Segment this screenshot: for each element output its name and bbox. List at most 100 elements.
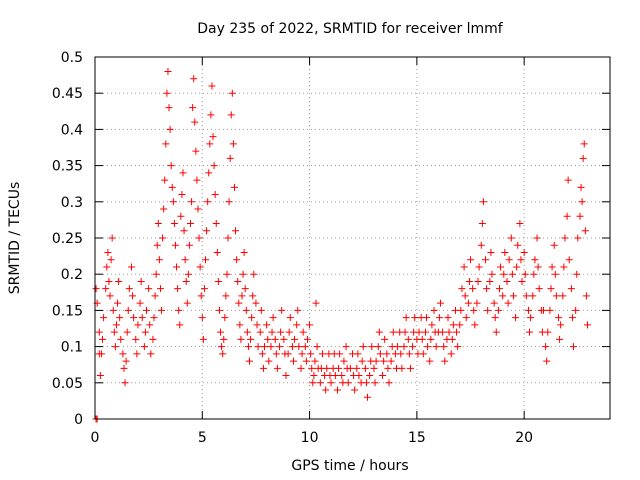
data-point bbox=[134, 321, 142, 329]
data-point bbox=[530, 270, 538, 278]
data-point bbox=[444, 314, 452, 322]
data-point bbox=[372, 357, 380, 365]
data-point bbox=[531, 256, 539, 264]
data-point bbox=[200, 285, 208, 293]
data-point bbox=[175, 306, 183, 314]
data-point bbox=[381, 335, 389, 343]
data-point bbox=[116, 314, 124, 322]
data-point bbox=[533, 234, 541, 242]
data-point bbox=[100, 314, 108, 322]
data-point bbox=[342, 343, 350, 351]
data-point bbox=[230, 183, 238, 191]
data-point bbox=[132, 335, 140, 343]
data-point bbox=[507, 234, 515, 242]
x-axis-label: GPS time / hours bbox=[291, 458, 408, 474]
data-point bbox=[441, 357, 449, 365]
data-point bbox=[236, 321, 244, 329]
data-point bbox=[111, 343, 119, 351]
data-point bbox=[130, 314, 138, 322]
data-point bbox=[445, 328, 453, 336]
data-point bbox=[242, 306, 250, 314]
data-point bbox=[285, 328, 293, 336]
data-point bbox=[240, 248, 248, 256]
data-point bbox=[561, 234, 569, 242]
data-point bbox=[387, 357, 395, 365]
data-point bbox=[104, 248, 112, 256]
data-point bbox=[344, 379, 352, 387]
data-point bbox=[534, 263, 542, 271]
data-point bbox=[559, 292, 567, 300]
data-point bbox=[234, 277, 242, 285]
data-point bbox=[492, 328, 500, 336]
data-point bbox=[153, 241, 161, 249]
data-point bbox=[516, 220, 524, 228]
data-point bbox=[302, 357, 310, 365]
data-point bbox=[178, 191, 186, 199]
data-point bbox=[499, 292, 507, 300]
data-point bbox=[312, 299, 320, 307]
data-point bbox=[249, 292, 257, 300]
data-point bbox=[524, 306, 532, 314]
data-point bbox=[295, 343, 303, 351]
data-point bbox=[259, 364, 267, 372]
data-point bbox=[306, 321, 314, 329]
y-axis-label: SRMTID / TECUs bbox=[7, 182, 23, 295]
data-point bbox=[256, 328, 264, 336]
data-point bbox=[257, 306, 265, 314]
data-point bbox=[103, 263, 111, 271]
data-point bbox=[564, 176, 572, 184]
y-tick-label: 0.5 bbox=[61, 50, 83, 66]
data-point bbox=[198, 314, 206, 322]
data-point bbox=[460, 263, 468, 271]
data-point bbox=[227, 111, 235, 119]
data-point bbox=[114, 299, 122, 307]
data-point bbox=[263, 321, 271, 329]
data-point bbox=[137, 277, 145, 285]
data-point bbox=[374, 343, 382, 351]
data-point bbox=[294, 306, 302, 314]
data-point bbox=[384, 364, 392, 372]
data-point bbox=[235, 299, 243, 307]
data-point bbox=[221, 314, 229, 322]
data-point bbox=[477, 241, 485, 249]
data-point bbox=[177, 212, 185, 220]
data-point bbox=[535, 285, 543, 293]
data-point bbox=[411, 314, 419, 322]
data-point bbox=[229, 140, 237, 148]
data-point bbox=[527, 314, 535, 322]
data-point bbox=[572, 306, 580, 314]
data-point bbox=[119, 350, 127, 358]
data-point bbox=[123, 328, 131, 336]
data-point bbox=[359, 343, 367, 351]
data-point bbox=[217, 328, 225, 336]
data-point bbox=[563, 212, 571, 220]
data-point bbox=[512, 314, 520, 322]
data-point bbox=[238, 292, 246, 300]
data-point bbox=[165, 104, 173, 112]
data-point bbox=[327, 379, 335, 387]
data-point bbox=[155, 256, 163, 264]
data-point bbox=[415, 328, 423, 336]
x-tick-label: 5 bbox=[198, 430, 207, 446]
data-point bbox=[398, 364, 406, 372]
data-point bbox=[456, 321, 464, 329]
data-point bbox=[254, 343, 262, 351]
data-point bbox=[223, 270, 231, 278]
data-point bbox=[163, 89, 171, 97]
data-point bbox=[218, 343, 226, 351]
data-point bbox=[149, 335, 157, 343]
data-point bbox=[226, 154, 234, 162]
data-point bbox=[488, 270, 496, 278]
data-point bbox=[162, 140, 170, 148]
data-point bbox=[447, 350, 455, 358]
data-point bbox=[500, 270, 508, 278]
data-point bbox=[570, 343, 578, 351]
data-point bbox=[501, 248, 509, 256]
data-point bbox=[252, 299, 260, 307]
data-point bbox=[427, 335, 435, 343]
data-point bbox=[497, 263, 505, 271]
data-point bbox=[284, 350, 292, 358]
data-point bbox=[250, 270, 258, 278]
data-point bbox=[210, 162, 218, 170]
data-point bbox=[222, 292, 230, 300]
